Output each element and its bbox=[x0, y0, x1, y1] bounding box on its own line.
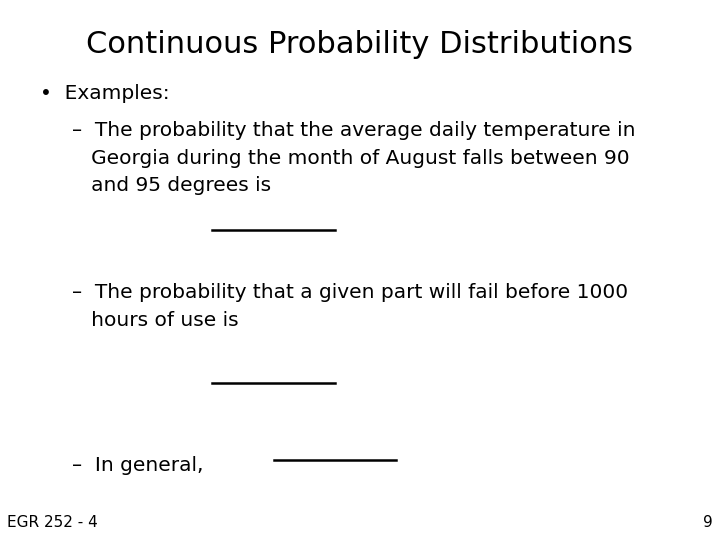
Text: Continuous Probability Distributions: Continuous Probability Distributions bbox=[86, 30, 634, 59]
Text: 9: 9 bbox=[703, 515, 713, 530]
Text: •  Examples:: • Examples: bbox=[40, 84, 169, 103]
Text: –  The probability that a given part will fail before 1000
   hours of use is: – The probability that a given part will… bbox=[72, 284, 628, 330]
Text: –  The probability that the average daily temperature in
   Georgia during the m: – The probability that the average daily… bbox=[72, 122, 636, 195]
Text: EGR 252 - 4: EGR 252 - 4 bbox=[7, 515, 98, 530]
Text: –  In general,: – In general, bbox=[72, 456, 204, 475]
